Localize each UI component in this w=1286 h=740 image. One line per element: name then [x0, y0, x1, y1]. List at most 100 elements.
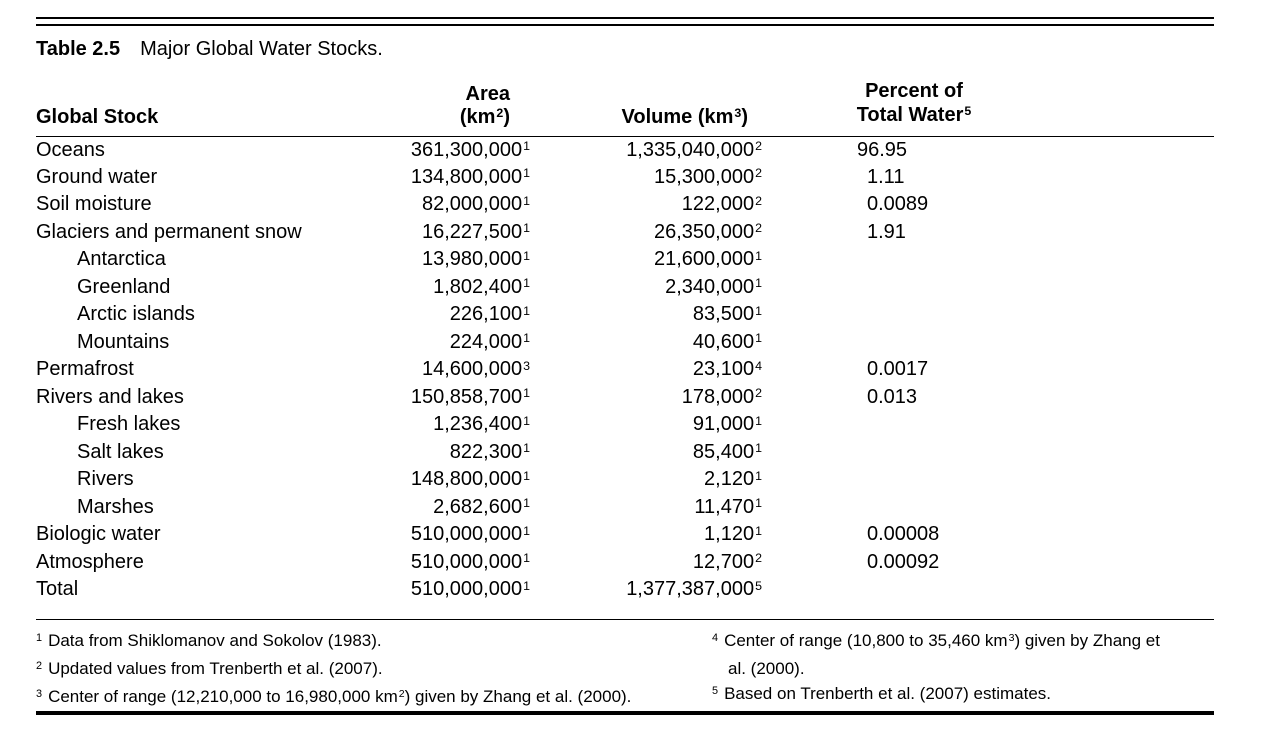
stock-label: Ground water: [36, 165, 158, 188]
area-cell: 14,600,0003: [410, 356, 530, 384]
percent-value: 1.11: [867, 165, 905, 188]
area-superscript: 1: [523, 331, 530, 346]
volume-cell: 23,1004: [530, 356, 762, 384]
area-superscript: 1: [523, 413, 530, 428]
area-value: 2,682,600: [433, 495, 523, 518]
footnote-text-after: ) given by Zhang et al. (2000).: [728, 631, 1160, 678]
percent-cell: 1.91: [762, 219, 1214, 247]
percent-value: 0.013: [867, 385, 918, 408]
volume-value: 21,600,000: [653, 248, 755, 271]
header-area-superscript: 2: [496, 105, 504, 120]
area-superscript: 1: [523, 386, 530, 401]
area-superscript: 1: [523, 303, 530, 318]
volume-superscript: 1: [755, 468, 762, 483]
header-volume-superscript: 3: [734, 105, 742, 120]
table-row: Marshes 2,682,6001 11,4701: [36, 494, 1214, 522]
footnote-text-after: ) given by Zhang et al. (2000).: [404, 687, 632, 706]
table-row: Antarctica 13,980,0001 21,600,0001: [36, 246, 1214, 274]
area-cell: 822,3001: [410, 439, 530, 467]
percent-cell: [762, 494, 1214, 522]
area-cell: 16,227,5001: [410, 219, 530, 247]
table-row: Total 510,000,0001 1,377,387,0005: [36, 576, 1214, 604]
stock-cell: Rivers and lakes: [36, 384, 410, 412]
volume-superscript: 2: [755, 221, 762, 236]
stock-label: Biologic water: [36, 523, 161, 546]
table-row: Salt lakes 822,3001 85,4001: [36, 439, 1214, 467]
stock-cell: Rivers: [36, 466, 410, 494]
stock-label: Mountains: [77, 330, 170, 353]
percent-cell: [762, 246, 1214, 274]
volume-superscript: 2: [755, 166, 762, 181]
footnote-separator-rule: [36, 619, 1214, 620]
volume-value: 1,377,387,000: [626, 578, 755, 601]
stock-label: Total: [36, 578, 79, 601]
area-value: 510,000,000: [410, 550, 523, 573]
footnote-text: Center of range (10,800 to 35,460 km: [724, 631, 1008, 650]
volume-cell: 91,0001: [530, 411, 762, 439]
stock-cell: Glaciers and permanent snow: [36, 219, 410, 247]
stock-cell: Antarctica: [36, 246, 410, 274]
table-number: Table 2.5: [36, 38, 121, 60]
stock-cell: Mountains: [36, 329, 410, 357]
percent-cell: [762, 466, 1214, 494]
footnote-marker: 3: [36, 688, 43, 701]
area-cell: 1,236,4001: [410, 411, 530, 439]
volume-value: 83,500: [692, 303, 755, 326]
percent-value: 0.00092: [867, 550, 940, 573]
area-superscript: 1: [523, 221, 530, 236]
stock-label: Permafrost: [36, 358, 134, 381]
table-row: Fresh lakes 1,236,4001 91,0001: [36, 411, 1214, 439]
area-cell: 361,300,0001: [410, 136, 530, 164]
area-cell: 82,000,0001: [410, 191, 530, 219]
area-value: 1,802,400: [433, 275, 523, 298]
footnotes-left-column: 1 Data from Shiklomanov and Sokolov (1983…: [36, 628, 706, 712]
volume-value: 122,000: [681, 193, 755, 216]
header-area: Area (km2): [410, 70, 530, 137]
area-superscript: 1: [523, 578, 530, 593]
stock-cell: Salt lakes: [36, 439, 410, 467]
volume-superscript: 2: [755, 551, 762, 566]
volume-value: 1,120: [704, 523, 755, 546]
stock-cell: Atmosphere: [36, 549, 410, 577]
area-value: 1,236,400: [433, 413, 523, 436]
area-value: 82,000,000: [421, 193, 523, 216]
percent-value: 96.95: [857, 138, 908, 161]
volume-superscript: 2: [755, 386, 762, 401]
table-row: Arctic islands 226,1001 83,5001: [36, 301, 1214, 329]
stock-cell: Oceans: [36, 136, 410, 164]
stock-cell: Arctic islands: [36, 301, 410, 329]
area-value: 224,000: [449, 330, 523, 353]
table-row: Ground water 134,800,0001 15,300,0002 1.…: [36, 164, 1214, 192]
area-value: 134,800,000: [410, 165, 523, 188]
area-superscript: 1: [523, 248, 530, 263]
area-value: 510,000,000: [410, 523, 523, 546]
volume-value: 91,000: [692, 413, 755, 436]
volume-cell: 11,4701: [530, 494, 762, 522]
volume-value: 23,100: [692, 358, 755, 381]
stock-label: Greenland: [77, 275, 171, 298]
percent-cell: 0.0017: [762, 356, 1214, 384]
area-cell: 1,802,4001: [410, 274, 530, 302]
table-header: Global Stock Area (km2) Volume (km3) Per…: [36, 70, 1214, 137]
percent-cell: 0.00008: [762, 521, 1214, 549]
volume-cell: 83,5001: [530, 301, 762, 329]
volume-cell: 21,600,0001: [530, 246, 762, 274]
footnote-3: 3 Center of range (12,210,000 to 16,980,0…: [36, 684, 706, 712]
volume-cell: 1,1201: [530, 521, 762, 549]
stock-cell: Permafrost: [36, 356, 410, 384]
header-global-stock-label: Global Stock: [36, 105, 159, 128]
percent-cell: [762, 274, 1214, 302]
area-superscript: 1: [523, 468, 530, 483]
volume-superscript: 1: [755, 276, 762, 291]
volume-superscript: 1: [755, 523, 762, 538]
volume-cell: 122,0002: [530, 191, 762, 219]
percent-value: 1.91: [867, 220, 906, 243]
header-global-stock: Global Stock: [36, 70, 410, 137]
footnote-4: 4 Center of range (10,800 to 35,460 km3) …: [712, 628, 1162, 681]
area-value: 510,000,000: [410, 578, 523, 601]
header-percent-line2: Total Water: [856, 103, 964, 126]
area-cell: 134,800,0001: [410, 164, 530, 192]
percent-cell: [762, 411, 1214, 439]
header-volume-label: Volume (km: [621, 105, 734, 128]
header-row: Global Stock Area (km2) Volume (km3) Per…: [36, 70, 1214, 137]
